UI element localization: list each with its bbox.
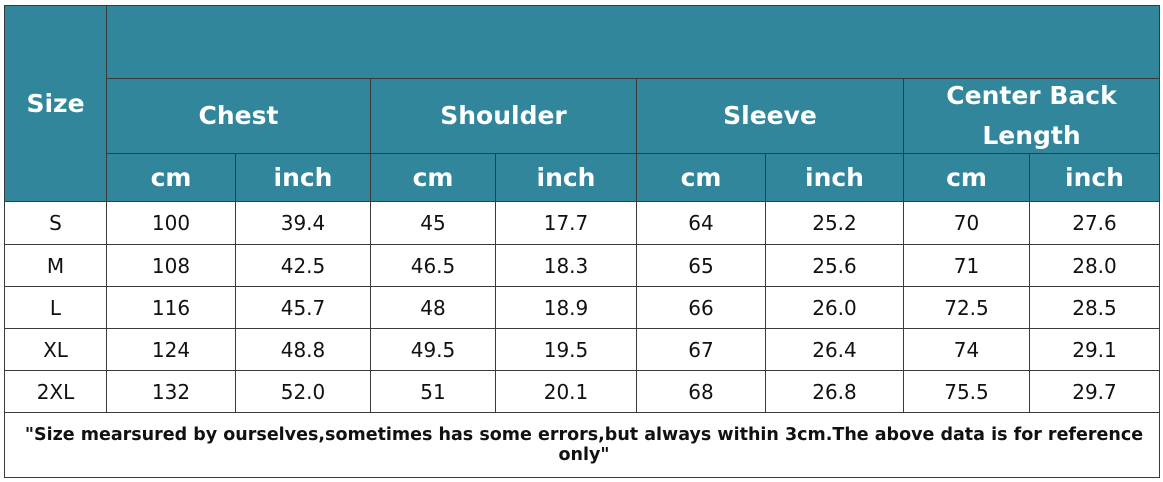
measurement: 46.5	[370, 244, 496, 287]
measurement: 108	[106, 244, 236, 287]
unit-header: cm	[370, 153, 496, 202]
measurement: 19.5	[495, 328, 637, 371]
measurement: 48	[370, 286, 496, 329]
size-label: 2XL	[4, 370, 107, 413]
measurement: 26.4	[765, 328, 904, 371]
size-label: XL	[4, 328, 107, 371]
measurement: 124	[106, 328, 236, 371]
measurement: 116	[106, 286, 236, 329]
measurement: 17.7	[495, 201, 637, 245]
measurement: 29.7	[1029, 370, 1160, 413]
group-header: Chest	[106, 78, 371, 154]
unit-header: cm	[903, 153, 1030, 202]
measurement: 72.5	[903, 286, 1030, 329]
measurement: 26.0	[765, 286, 904, 329]
measurement: 75.5	[903, 370, 1030, 413]
measurement: 100	[106, 201, 236, 245]
measurement: 42.5	[235, 244, 371, 287]
measurement: 20.1	[495, 370, 637, 413]
measurement: 26.8	[765, 370, 904, 413]
measurement: 18.3	[495, 244, 637, 287]
measurement: 39.4	[235, 201, 371, 245]
measurement: 71	[903, 244, 1030, 287]
unit-header: inch	[495, 153, 637, 202]
measurement: 67	[636, 328, 766, 371]
size-label: L	[4, 286, 107, 329]
measurement: 65	[636, 244, 766, 287]
unit-header: cm	[636, 153, 766, 202]
unit-header: cm	[106, 153, 236, 202]
group-header: Shoulder	[370, 78, 637, 154]
unit-header: inch	[235, 153, 371, 202]
footnote: "Size mearsured by ourselves,sometimes h…	[4, 412, 1160, 478]
measurement: 27.6	[1029, 201, 1160, 245]
header-band	[106, 5, 1160, 79]
measurement: 45.7	[235, 286, 371, 329]
size-label: M	[4, 244, 107, 287]
measurement: 49.5	[370, 328, 496, 371]
measurement: 28.5	[1029, 286, 1160, 329]
measurement: 48.8	[235, 328, 371, 371]
size-label: S	[4, 201, 107, 245]
unit-header: inch	[1029, 153, 1160, 202]
measurement: 132	[106, 370, 236, 413]
measurement: 68	[636, 370, 766, 413]
measurement: 28.0	[1029, 244, 1160, 287]
measurement: 25.6	[765, 244, 904, 287]
measurement: 51	[370, 370, 496, 413]
measurement: 70	[903, 201, 1030, 245]
unit-header: inch	[765, 153, 904, 202]
measurement: 74	[903, 328, 1030, 371]
size-header: Size	[4, 5, 107, 202]
group-header: Center Back Length	[903, 78, 1160, 154]
measurement: 18.9	[495, 286, 637, 329]
measurement: 45	[370, 201, 496, 245]
measurement: 52.0	[235, 370, 371, 413]
measurement: 64	[636, 201, 766, 245]
measurement: 29.1	[1029, 328, 1160, 371]
group-header: Sleeve	[636, 78, 904, 154]
measurement: 25.2	[765, 201, 904, 245]
measurement: 66	[636, 286, 766, 329]
